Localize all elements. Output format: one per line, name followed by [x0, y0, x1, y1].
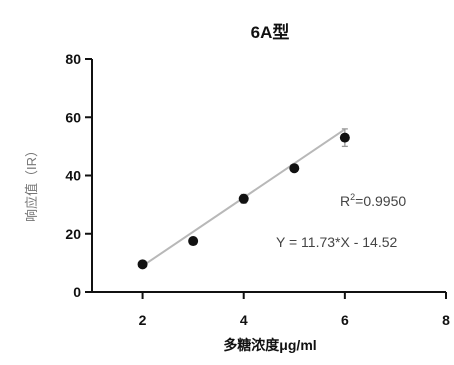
- x-tick-label: 6: [341, 312, 349, 328]
- data-point: [137, 259, 148, 270]
- axes: 0 20 40 60 80 2 4 6 8: [65, 51, 450, 328]
- y-tick-label: 80: [65, 51, 81, 67]
- y-tick-label: 0: [73, 284, 81, 300]
- x-tick-label: 8: [442, 312, 450, 328]
- data-points: [137, 128, 350, 270]
- r-squared-value: =0.9950: [355, 193, 406, 209]
- y-tick-label: 60: [65, 109, 81, 125]
- r-squared-superscript: 2: [350, 192, 355, 202]
- chart-title: 6A型: [251, 22, 290, 42]
- y-tick-label: 40: [65, 168, 81, 184]
- data-point: [339, 132, 350, 143]
- r-squared-annotation: R2=0.9950: [340, 192, 406, 209]
- y-axis-label: 响应值（IR）: [24, 144, 39, 222]
- y-tick-label: 20: [65, 226, 81, 242]
- x-tick-label: 4: [240, 312, 248, 328]
- data-point: [188, 236, 199, 247]
- x-axis-label: 多糖浓度μg/ml: [223, 337, 316, 353]
- regression-equation: Y = 11.73*X - 14.52: [276, 234, 398, 250]
- r-squared-prefix: R: [340, 193, 350, 209]
- data-point: [289, 163, 300, 174]
- data-point: [238, 193, 249, 204]
- x-tick-label: 2: [139, 312, 147, 328]
